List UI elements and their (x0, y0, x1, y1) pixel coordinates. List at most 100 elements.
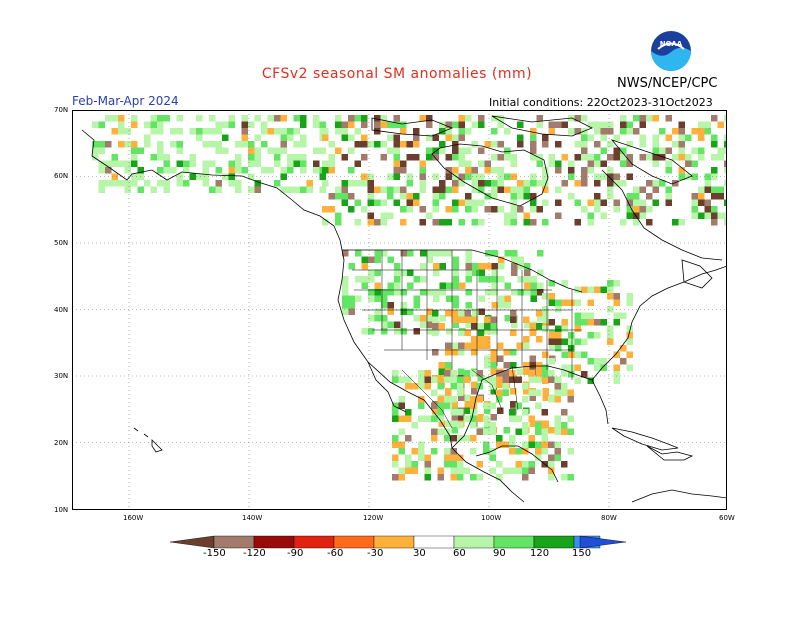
anomaly-cell (472, 308, 479, 315)
anomaly-cell (568, 345, 575, 352)
anomaly-cell (335, 147, 342, 154)
anomaly-cell (254, 115, 261, 122)
anomaly-cell (452, 186, 459, 193)
anomaly-cell (530, 295, 537, 302)
anomaly-cell (555, 141, 562, 148)
anomaly-cell (497, 141, 504, 148)
anomaly-cell (528, 467, 535, 474)
anomaly-cell (464, 394, 471, 401)
anomaly-cell (131, 160, 138, 167)
anomaly-cell (458, 180, 465, 187)
anomaly-cell (529, 362, 536, 369)
anomaly-cell (368, 269, 375, 276)
anomaly-cell (542, 173, 549, 180)
anomaly-cell (496, 441, 503, 448)
anomaly-cell (322, 167, 329, 174)
anomaly-cell (465, 128, 472, 135)
anomaly-cell (419, 173, 426, 180)
anomaly-cell (163, 160, 170, 167)
anomaly-cell (600, 319, 607, 326)
anomaly-cell (393, 199, 400, 206)
anomaly-cell (511, 269, 518, 276)
anomaly-cell (672, 128, 679, 135)
anomaly-cell (471, 186, 478, 193)
anomaly-cell (509, 435, 516, 442)
anomaly-cell (502, 389, 509, 396)
anomaly-cell (574, 377, 581, 384)
anomaly-cell (471, 219, 478, 226)
map-title-text: CFSv2 seasonal SM anomalies (mm) (261, 66, 533, 82)
anomaly-cell (319, 121, 326, 128)
anomaly-cell (419, 180, 426, 187)
anomaly-cell (646, 193, 653, 200)
anomaly-cell (652, 186, 659, 193)
anomaly-cell (724, 199, 727, 206)
anomaly-cell (471, 349, 478, 356)
anomaly-cell (509, 409, 516, 416)
anomaly-cell (445, 362, 452, 369)
anomaly-cell (581, 115, 588, 122)
legend-swatch-90-60 (293, 535, 335, 549)
anomaly-cell (523, 362, 530, 369)
anomaly-cell (672, 141, 679, 148)
anomaly-cell (392, 454, 399, 461)
anomaly-cell (504, 282, 511, 289)
anomaly-cell (691, 199, 698, 206)
anomaly-cell (491, 269, 498, 276)
anomaly-cell (322, 206, 329, 213)
anomaly-cell (542, 186, 549, 193)
anomaly-cell (711, 212, 718, 219)
anomaly-cell (439, 282, 446, 289)
anomaly-cell (620, 115, 627, 122)
anomaly-cell (594, 141, 601, 148)
anomaly-cell (439, 219, 446, 226)
anomaly-cell (491, 263, 498, 270)
anomaly-cell (491, 250, 498, 257)
anomaly-cell (478, 160, 485, 167)
anomaly-cell (639, 115, 646, 122)
anomaly-cell (594, 358, 601, 365)
anomaly-cell (446, 250, 453, 257)
anomaly-cell (471, 316, 478, 323)
anomaly-cell (228, 160, 235, 167)
anomaly-cell (420, 315, 427, 322)
anomaly-cell (392, 461, 399, 468)
anomaly-cell (484, 180, 491, 187)
anomaly-cell (400, 289, 407, 296)
anomaly-cell (491, 302, 498, 309)
anomaly-cell (542, 420, 549, 427)
anomaly-cell (536, 368, 543, 375)
anomaly-cell (267, 128, 274, 135)
anomaly-cell (431, 402, 438, 409)
anomaly-cell (444, 435, 451, 442)
anomaly-cell (567, 415, 574, 422)
anomaly-cell (368, 276, 375, 283)
anomaly-cell (118, 180, 125, 187)
anomaly-cell (413, 295, 420, 302)
anomaly-cell (542, 306, 549, 313)
anomaly-cell (124, 180, 131, 187)
anomaly-cell (511, 289, 518, 296)
anomaly-cell (342, 295, 349, 302)
anomaly-cell (724, 212, 727, 219)
anomaly-cell (374, 121, 381, 128)
anomaly-cell (517, 193, 524, 200)
anomaly-cell (374, 308, 381, 315)
anomaly-cell (374, 186, 381, 193)
anomaly-cell (254, 180, 261, 187)
anomaly-cell (464, 329, 471, 336)
anomaly-cell (452, 121, 459, 128)
anomaly-cell (450, 376, 457, 383)
anomaly-cell (445, 167, 452, 174)
anomaly-cell (639, 186, 646, 193)
anomaly-cell (613, 154, 620, 161)
anomaly-cell (620, 160, 627, 167)
anomaly-cell (176, 115, 183, 122)
anomaly-cell (471, 173, 478, 180)
anomaly-cell (450, 461, 457, 468)
anomaly-cell (392, 409, 399, 416)
anomaly-cell (517, 121, 524, 128)
anomaly-cell (567, 396, 574, 403)
anomaly-cell (439, 121, 446, 128)
anomaly-cell (426, 289, 433, 296)
